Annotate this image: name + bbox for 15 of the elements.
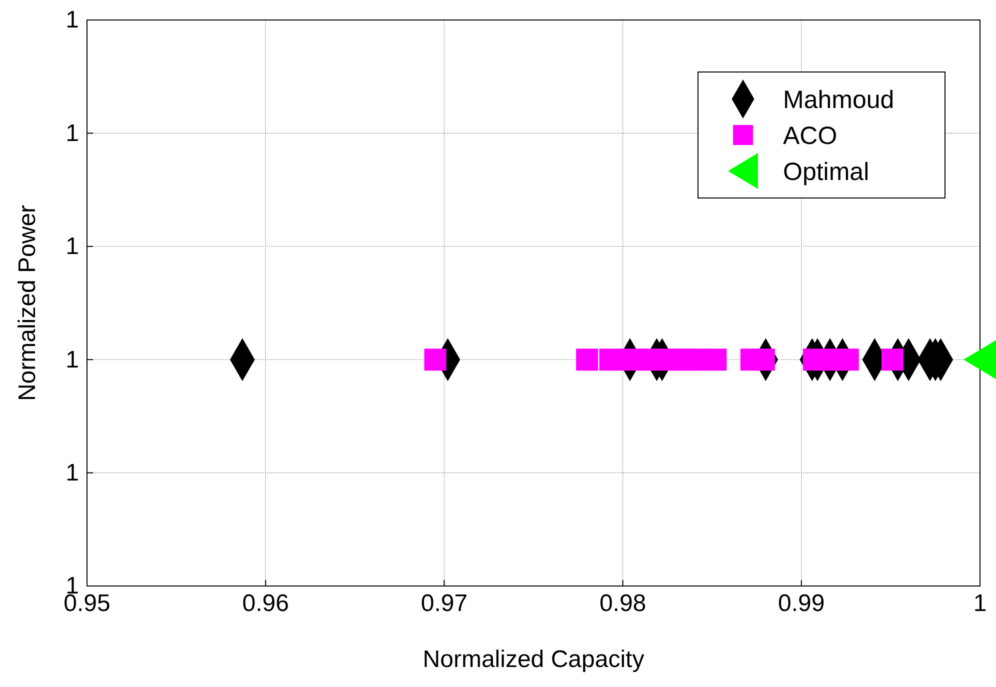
x-tick-label: 0.97	[420, 590, 468, 618]
y-axis-title: Normalized Power	[14, 204, 41, 402]
x-axis-title: Normalized Capacity	[422, 646, 644, 673]
legend-label: Optimal	[783, 158, 870, 186]
x-tick-label: 0.98	[599, 590, 646, 618]
y-tick-label: 1	[66, 459, 79, 486]
y-tick-label: 1	[66, 346, 79, 374]
x-tick-label: 0.99	[778, 590, 825, 618]
x-tick-label: 1	[973, 590, 987, 618]
y-tick-label: 1	[66, 120, 79, 147]
x-tick-label: 0.96	[242, 590, 289, 618]
legend-label: Mahmoud	[783, 86, 894, 114]
y-tick-label: 1	[66, 233, 79, 260]
y-tick-label: 1	[66, 6, 79, 34]
legend-label: ACO	[783, 122, 838, 150]
